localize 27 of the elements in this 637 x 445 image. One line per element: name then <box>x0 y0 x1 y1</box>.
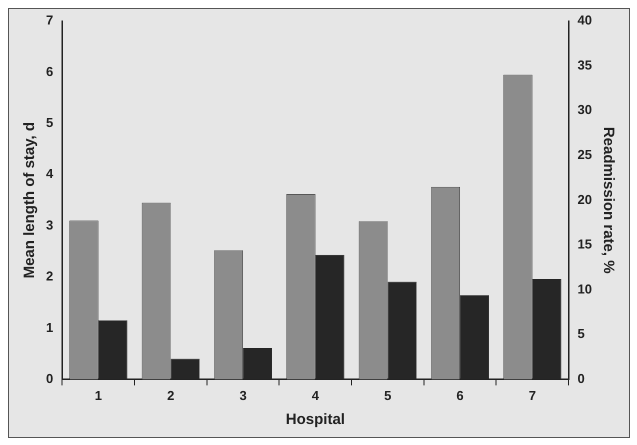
y2-tick-label: 20 <box>578 192 592 207</box>
x-tick-label: 2 <box>167 388 174 403</box>
x-tick-label: 6 <box>456 388 464 403</box>
y2-tick-label: 30 <box>578 102 592 118</box>
x-tick-label: 5 <box>384 388 392 403</box>
y2-tick-label: 0 <box>578 370 585 386</box>
y2-tick-label: 25 <box>578 146 592 162</box>
x-tick-label: 1 <box>94 388 102 403</box>
y-tick-label: 3 <box>46 217 54 232</box>
y-tick-label: 5 <box>46 114 54 130</box>
x-tick-label: 7 <box>528 388 536 403</box>
y-tick-label: 2 <box>46 268 54 284</box>
y2-tick-label: 5 <box>578 326 585 342</box>
y2-tick-label: 10 <box>578 281 592 296</box>
y2-tick-label: 35 <box>578 57 592 72</box>
y2-tick-label: 40 <box>578 12 592 28</box>
y-tick-label: 7 <box>46 12 54 28</box>
x-axis-title: Hospital <box>286 411 345 428</box>
y2-tick-label: 15 <box>578 236 592 252</box>
x-tick-label: 3 <box>239 388 247 403</box>
y-tick-label: 1 <box>46 320 54 335</box>
y2-axis-title: Readmission rate, % <box>600 126 617 274</box>
y-axis-title: Mean length of stay, d <box>21 122 38 278</box>
y-tick-label: 4 <box>46 166 54 182</box>
y-tick-label: 0 <box>46 370 54 386</box>
y-tick-label: 6 <box>46 64 54 79</box>
x-tick-label: 4 <box>312 388 320 403</box>
